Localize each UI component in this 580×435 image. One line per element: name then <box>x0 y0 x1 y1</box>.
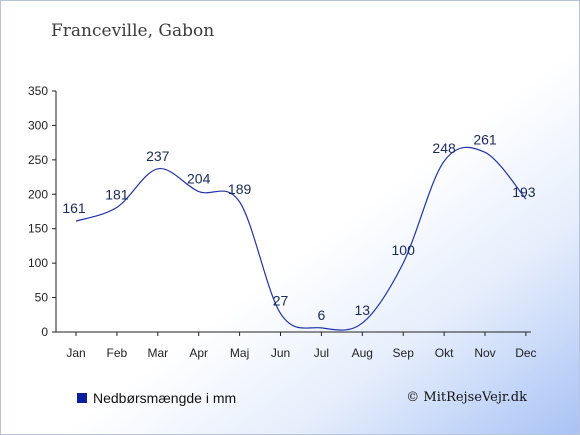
x-tick-label: Feb <box>107 346 128 360</box>
series-line <box>75 146 527 331</box>
data-label: 13 <box>355 302 371 318</box>
x-tick-label: Jan <box>66 346 85 360</box>
y-tick-label: 150 <box>28 222 48 236</box>
x-tick-label: Aug <box>352 346 373 360</box>
y-tick-label: 100 <box>28 256 48 270</box>
x-tick-label: Apr <box>189 346 208 360</box>
x-tick-label: Okt <box>435 346 454 360</box>
y-tick-label: 0 <box>41 325 48 339</box>
data-label: 100 <box>392 242 416 258</box>
chart-title: Franceville, Gabon <box>51 21 215 41</box>
y-tick-label: 300 <box>28 118 48 132</box>
x-tick-label: Jun <box>271 346 290 360</box>
data-label: 161 <box>62 200 86 216</box>
x-tick-label: Mar <box>147 346 168 360</box>
x-tick-label: Sep <box>393 346 415 360</box>
data-label: 237 <box>146 148 170 164</box>
axes: 0 50 100 150 200 250 300 350 Jan Feb Mar Apr Maj Jun J… <box>28 84 537 360</box>
series-layer <box>75 146 527 331</box>
x-tick-label: Dec <box>515 346 536 360</box>
data-label: 181 <box>105 186 129 202</box>
x-tick-label: Jul <box>314 346 329 360</box>
data-label: 27 <box>273 292 289 308</box>
data-label: 261 <box>473 131 497 147</box>
x-tick-label: Maj <box>230 346 249 360</box>
legend: Nedbørsmængde i mm <box>77 390 236 406</box>
data-labels: 161 181 237 204 189 27 6 13 100 248 261 193 <box>62 131 535 323</box>
y-tick-label: 200 <box>28 187 48 201</box>
y-tick-label: 50 <box>35 291 49 305</box>
data-label: 189 <box>228 181 252 197</box>
data-label: 204 <box>187 171 211 187</box>
data-label: 193 <box>512 184 536 200</box>
legend-label: Nedbørsmængde i mm <box>93 390 237 406</box>
y-tick-label: 350 <box>28 84 48 98</box>
legend-swatch <box>77 393 87 403</box>
y-tick-label: 250 <box>28 153 48 167</box>
credit-text: © MitRejseVejr.dk <box>406 390 527 405</box>
x-tick-label: Nov <box>474 346 495 360</box>
data-label: 6 <box>318 307 326 323</box>
data-label: 248 <box>432 140 456 156</box>
